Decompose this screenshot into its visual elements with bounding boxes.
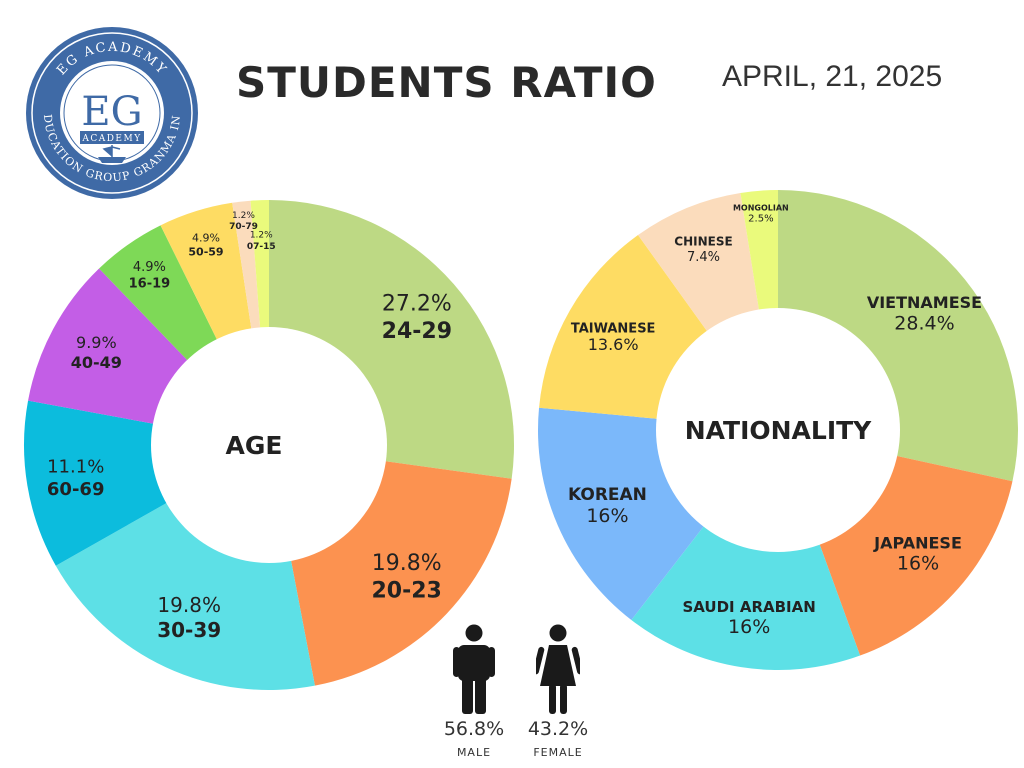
ship-icon <box>98 157 126 163</box>
age-chart-title: AGE <box>226 431 283 460</box>
nationality-taiwanese-percent: 13.6% <box>588 335 639 354</box>
nationality-chinese-percent: 7.4% <box>687 250 720 265</box>
nationality-mongolian-label: MONGOLIAN <box>733 204 789 213</box>
age-70-79-label: 70-79 <box>229 222 258 232</box>
age-40-49-label: 40-49 <box>71 353 122 372</box>
age-30-39-percent: 19.8% <box>157 593 221 617</box>
nationality-slice-saudi-arabian <box>631 430 861 670</box>
age-16-19-percent: 4.9% <box>133 260 166 275</box>
eg-academy-logo: EG ACADEMY EDUCATION GROUP GRANMA INC EG… <box>24 25 198 199</box>
female-label: FEMALE <box>533 746 583 759</box>
nationality-korean-label: KOREAN <box>568 485 647 505</box>
age-70-79-percent: 1.2% <box>232 211 255 221</box>
age-07-15-percent: 1.2% <box>250 231 273 241</box>
age-24-29-label: 24-29 <box>382 319 452 344</box>
age-60-69-percent: 11.1% <box>47 457 104 478</box>
nationality-chart-title: NATIONALITY <box>685 416 872 445</box>
nationality-chinese-label: CHINESE <box>674 235 732 249</box>
age-20-23-label: 20-23 <box>371 578 441 603</box>
nationality-japanese-label: JAPANESE <box>873 533 962 552</box>
nationality-saudi-arabian-label: SAUDI ARABIAN <box>682 598 815 616</box>
age-40-49-percent: 9.9% <box>76 333 117 352</box>
nationality-korean-percent: 16% <box>586 505 628 527</box>
male-label: MALE <box>456 746 492 759</box>
logo-sub: ACADEMY <box>81 134 141 144</box>
logo-monogram: EG <box>81 89 142 135</box>
female-icon <box>536 624 580 714</box>
page-title: STUDENTS RATIO <box>236 58 657 107</box>
age-60-69-label: 60-69 <box>47 479 105 500</box>
age-donut-chart: AGE 27.2%24-2919.8%20-2319.8%30-3911.1%6… <box>23 200 514 690</box>
nationality-vietnamese-label: VIETNAMESE <box>867 293 982 312</box>
age-50-59-percent: 4.9% <box>192 232 220 245</box>
nationality-vietnamese-percent: 28.4% <box>894 312 954 334</box>
report-date: APRIL, 21, 2025 <box>722 60 943 93</box>
male-percent: 56.8% <box>443 718 505 740</box>
age-16-19-label: 16-19 <box>129 276 171 291</box>
age-07-15-label: 07-15 <box>247 242 276 252</box>
nationality-japanese-percent: 16% <box>897 553 939 575</box>
nationality-mongolian-percent: 2.5% <box>748 214 773 225</box>
nationality-taiwanese-label: TAIWANESE <box>571 321 656 336</box>
male-icon <box>453 624 495 714</box>
age-50-59-label: 50-59 <box>188 245 223 258</box>
age-20-23-percent: 19.8% <box>372 551 442 576</box>
nationality-saudi-arabian-percent: 16% <box>728 616 770 638</box>
nationality-donut-chart: NATIONALITY VIETNAMESE28.4%JAPANESE16%SA… <box>538 190 1018 670</box>
female-percent: 43.2% <box>527 718 589 740</box>
age-30-39-label: 30-39 <box>157 618 221 642</box>
age-24-29-percent: 27.2% <box>382 291 452 316</box>
